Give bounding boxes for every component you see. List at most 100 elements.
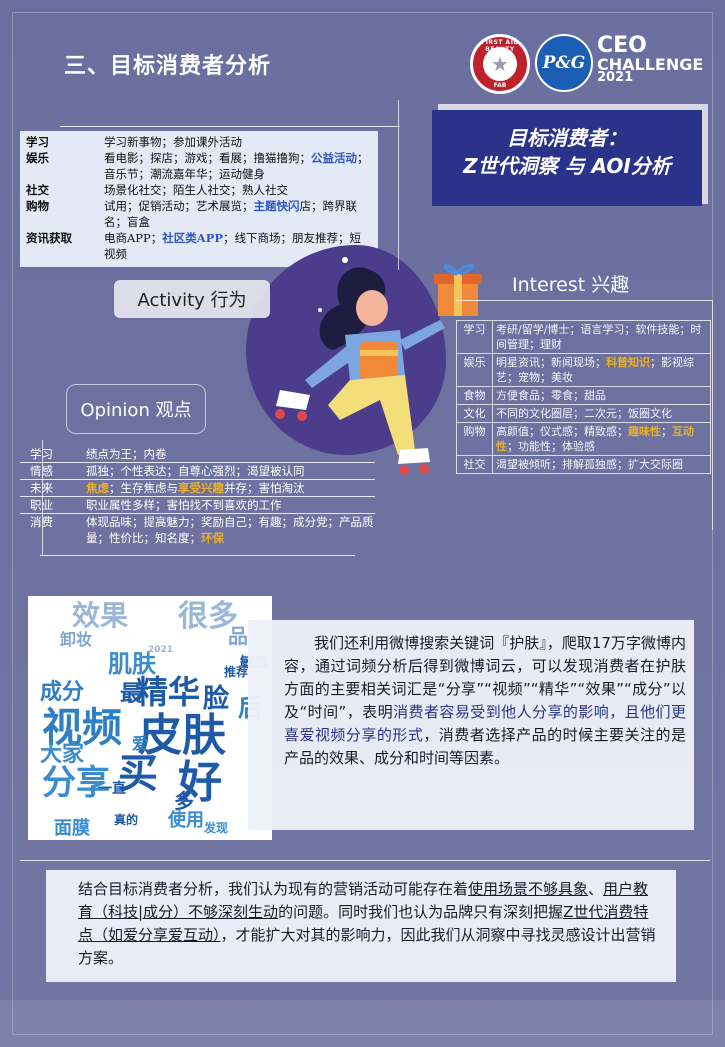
opinion-side-line [42, 440, 43, 555]
text-segment: 体现品味；提高魅力；奖励自己；有趣；成分党；产品质量；性价比；知名度； [86, 515, 374, 545]
wordcloud-word: 卸妆 [60, 630, 93, 649]
activity-row-value: 电商APP；社区类APP；线下商场；朋友推荐；短视频 [104, 230, 372, 262]
text-segment: 职业属性多样；害怕找不到喜欢的工作 [86, 498, 282, 512]
opinion-row-key: 学习 [30, 447, 53, 461]
text-segment: 的问题。同时我们也认为品牌只有深刻把握 [278, 903, 564, 921]
activity-row: 学习 学习新事物；参加课外活动 [26, 134, 372, 150]
activity-side-line [398, 100, 399, 270]
wordcloud-word: 很多 [178, 599, 238, 634]
activity-row-value: 试用；促销活动；艺术展览；主题快闪店；跨界联名；盲盒 [104, 198, 372, 230]
section-divider-line [20, 860, 710, 861]
activity-row-key: 购物 [26, 199, 49, 213]
interest-row-key: 文化 [456, 404, 493, 423]
star-icon: ★ [483, 47, 517, 81]
wordcloud-word: 肌肤 [108, 650, 156, 678]
wordcloud-word: 皮肤 [138, 710, 226, 761]
interest-row: 购物 高颜值；仪式感；精致感；趣味性；互动性；功能性；体验感 [456, 422, 711, 456]
wordcloud-word: 视频 [42, 705, 122, 751]
text-segment: 我们还利用微博搜索关键词『护肤』，爬取17万字微博内容，通过词频分析后得到微博词… [284, 634, 686, 721]
wordcloud-word: 发现 [204, 821, 229, 835]
interest-row-value: 考研/留学/博士；语言学习；软件技能；时间管理；理财 [492, 320, 711, 354]
opinion-row: 情感 孤独；个性表达；自尊心强烈；渴望被认同 [20, 463, 375, 480]
bottom-band [0, 1000, 725, 1047]
opinion-row-value: 体现品味；提高魅力；奖励自己；有趣；成分党；产品质量；性价比；知名度；环保 [86, 514, 375, 546]
interest-row-value: 方便食品；零食；甜品 [492, 386, 711, 405]
interest-table: 学习 考研/留学/博士；语言学习；软件技能；时间管理；理财 娱乐 明星资讯；新闻现场；… [456, 320, 711, 474]
opinion-row-value: 孤独；个性表达；自尊心强烈；渴望被认同 [86, 463, 375, 479]
activity-row: 购物 试用；促销活动；艺术展览；主题快闪店；跨界联名；盲盒 [26, 198, 372, 230]
opinion-bottom-line [40, 555, 355, 556]
highlight-text: 焦虑 [86, 481, 109, 495]
pg-logo: P&G [535, 34, 593, 92]
text-segment: ，消费者选择产品的时候主要关注的是产品的效果、成分和时间等因素。 [284, 726, 686, 767]
text-segment: ；影视综艺；宠物；美妆 [496, 356, 694, 384]
paragraph2: 结合目标消费者分析，我们认为现有的营销活动可能存在着使用场景不够具象、用户教育（… [78, 878, 658, 970]
highlight-text: 消费者容易受到他人分享的影响，且他们更喜爱视频分享的形式 [284, 703, 686, 744]
text-segment: 学习新事物；参加课外活动 [104, 135, 242, 149]
banner-line2: Z世代洞察 与 AOI分析 [463, 154, 671, 178]
interest-row-key: 娱乐 [456, 353, 493, 387]
activity-row-key: 娱乐 [26, 151, 49, 165]
wordcloud-word: 2021 [148, 645, 174, 655]
wordcloud-word: 最 [120, 682, 143, 707]
activity-panel: 学习 学习新事物；参加课外活动 娱乐 看电影；探店；游戏；看展；撸猫撸狗；公益活动；音… [20, 131, 378, 267]
text-segment: 孤独；个性表达；自尊心强烈；渴望被认同 [86, 464, 305, 478]
interest-row-key: 学习 [456, 320, 493, 354]
activity-row: 资讯获取 电商APP；社区类APP；线下商场；朋友推荐；短视频 [26, 230, 372, 262]
text-segment: 不同的文化圈层；二次元；饭圈文化 [496, 407, 672, 420]
interest-row-key: 社交 [456, 455, 493, 474]
activity-row-key: 社交 [26, 183, 49, 197]
text-segment: 试用；促销活动；艺术展览； [104, 199, 254, 213]
interest-row-key: 食物 [456, 386, 493, 405]
interest-row: 食物 方便食品；零食；甜品 [456, 386, 711, 405]
wordcloud-word: 脸 [203, 684, 230, 714]
wordcloud-word: 品 [228, 624, 248, 648]
opinion-row: 消费 体现品味；提高魅力；奖励自己；有趣；成分党；产品质量；性价比；知名度；环保 [20, 514, 375, 546]
fab-logo-bottom-text: FAB [493, 82, 507, 89]
opinion-row-key: 消费 [30, 515, 53, 529]
highlight-text: 公益活动 [311, 151, 357, 165]
text-segment: ； [661, 425, 672, 438]
wordcloud-word: 成分 [40, 680, 85, 705]
ceo-challenge-logo: CEO CHALLENGE 2021 [597, 35, 704, 86]
text-segment: 考研/留学/博士；语言学习；软件技能；时间管理；理财 [496, 323, 702, 351]
text-segment: ；线下商场；朋友推荐；短视频 [104, 231, 361, 261]
weibo-wordcloud: 皮肤好视频精华买分享效果很多成分肌肤脸后大家多使用面膜最爱卸妆品推荐敏感一直20… [28, 596, 272, 840]
interest-row-value: 不同的文化圈层；二次元；饭圈文化 [492, 404, 711, 423]
activity-row-value: 场景化社交；陌生人社交；熟人社交 [104, 182, 372, 198]
highlight-text: 科普知识 [606, 356, 650, 369]
wordcloud-word: 面膜 [54, 818, 90, 839]
ceo-line2: CHALLENGE [597, 54, 704, 74]
interest-row-value: 高颜值；仪式感；精致感；趣味性；互动性；功能性；体验感 [492, 422, 711, 456]
interest-top-line [456, 300, 712, 301]
text-segment: 结合目标消费者分析，我们认为现有的营销活动可能存在着 [78, 880, 469, 898]
text-segment: 渴望被倾听；排解孤独感；扩大交际圈 [496, 458, 683, 471]
paragraph1-box [248, 620, 694, 830]
wordcloud-word: 使用 [168, 810, 204, 831]
text-segment: ；功能性；体验感 [507, 440, 595, 453]
interest-row: 社交 渴望被倾听；排解孤独感；扩大交际圈 [456, 455, 711, 474]
interest-row-key: 购物 [456, 422, 493, 456]
text-segment: 店；跨界联名；盲盒 [104, 199, 357, 229]
opinion-row-key: 职业 [30, 498, 53, 512]
opinion-row-value: 职业属性多样；害怕找不到喜欢的工作 [86, 497, 375, 513]
activity-row-key: 学习 [26, 135, 49, 149]
interest-row-value: 明星资讯；新闻现场；科普知识；影视综艺；宠物；美妆 [492, 353, 711, 387]
highlight-text: 享受兴趣 [178, 481, 224, 495]
opinion-row-key: 情感 [30, 464, 53, 478]
opinion-row-key: 未来 [30, 481, 53, 495]
opinion-row-value: 焦虑；生存焦虑与享受兴趣并存；害怕淘汰 [86, 480, 375, 496]
ceo-line3: 2021 [597, 70, 634, 86]
section-title: 三、目标消费者分析 [64, 54, 272, 79]
wordcloud-word: 推荐 [224, 665, 249, 679]
opinion-list: 学习 绩点为王；内卷 情感 孤独；个性表达；自尊心强烈；渴望被认同 未来 焦虑；生存焦虑与… [20, 446, 375, 546]
text-segment: 明星资讯；新闻现场； [496, 356, 606, 369]
text-segment: ；音乐节；潮流嘉年华；运动健身 [104, 151, 369, 181]
interest-side-line [712, 300, 713, 530]
wordcloud-word: 多 [174, 789, 194, 813]
wordcloud-word: 分享 [42, 763, 110, 803]
interest-title: Interest 兴趣 [512, 274, 630, 296]
wordcloud-word: 效果 [72, 599, 129, 632]
wordcloud-word: 买 [118, 751, 158, 797]
